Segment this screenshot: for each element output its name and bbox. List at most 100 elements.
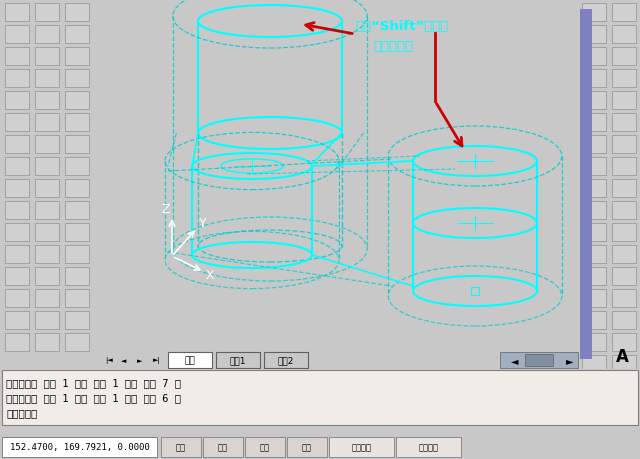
Bar: [35, 157, 59, 176]
Bar: [5, 311, 29, 329]
Text: 模型: 模型: [184, 356, 195, 365]
Bar: [35, 4, 59, 22]
Bar: [612, 202, 636, 219]
Bar: [582, 70, 606, 88]
Bar: [65, 48, 89, 66]
Bar: [329, 437, 394, 457]
Bar: [65, 333, 89, 351]
Text: A: A: [616, 347, 628, 365]
Bar: [35, 136, 59, 154]
Bar: [582, 289, 606, 308]
Bar: [582, 136, 606, 154]
Bar: [612, 114, 636, 132]
Text: 布局2: 布局2: [278, 356, 294, 365]
Bar: [612, 70, 636, 88]
Text: 布局1: 布局1: [230, 356, 246, 365]
Text: 选择对象： 找到 1 个， 删除 1 个， 总计 7 个: 选择对象： 找到 1 个， 删除 1 个， 总计 7 个: [6, 377, 181, 387]
Bar: [65, 246, 89, 263]
Bar: [612, 48, 636, 66]
Bar: [0, 436, 640, 458]
Bar: [5, 157, 29, 176]
Bar: [65, 70, 89, 88]
Bar: [582, 157, 606, 176]
Text: Z: Z: [162, 202, 170, 216]
Bar: [35, 70, 59, 88]
Bar: [5, 246, 29, 263]
Bar: [612, 4, 636, 22]
Bar: [582, 333, 606, 351]
Bar: [5, 224, 29, 241]
Bar: [5, 4, 29, 22]
Bar: [582, 48, 606, 66]
Text: 捕捉: 捕捉: [176, 442, 186, 452]
Bar: [65, 4, 89, 22]
Bar: [2, 370, 638, 425]
Text: 选择对象： 找到 1 个， 删除 1 个， 总计 6 个: 选择对象： 找到 1 个， 删除 1 个， 总计 6 个: [6, 392, 181, 402]
Bar: [612, 246, 636, 263]
Bar: [161, 437, 201, 457]
Text: 对象追踪: 对象追踪: [419, 442, 438, 452]
Bar: [35, 246, 59, 263]
Bar: [65, 268, 89, 285]
Bar: [65, 224, 89, 241]
Bar: [245, 437, 285, 457]
Bar: [582, 26, 606, 44]
Bar: [612, 355, 636, 373]
Bar: [582, 92, 606, 110]
Bar: [65, 311, 89, 329]
Text: 极轴: 极轴: [302, 442, 312, 452]
Bar: [5, 26, 29, 44]
Bar: [5, 289, 29, 308]
Bar: [612, 136, 636, 154]
Bar: [35, 26, 59, 44]
Bar: [5, 70, 29, 88]
Text: X: X: [206, 269, 214, 281]
Bar: [203, 437, 243, 457]
Bar: [612, 333, 636, 351]
Text: ◄: ◄: [121, 357, 126, 363]
Text: ►: ►: [137, 357, 142, 363]
Bar: [582, 202, 606, 219]
Bar: [612, 157, 636, 176]
Bar: [35, 268, 59, 285]
Bar: [396, 437, 461, 457]
Text: 对象捕捉: 对象捕捉: [351, 442, 371, 452]
Bar: [35, 48, 59, 66]
Bar: [65, 136, 89, 154]
Text: 152.4700, 169.7921, 0.0000: 152.4700, 169.7921, 0.0000: [10, 442, 149, 452]
Bar: [65, 179, 89, 197]
Bar: [35, 202, 59, 219]
Bar: [5, 333, 29, 351]
Bar: [35, 311, 59, 329]
Bar: [35, 224, 59, 241]
Bar: [582, 114, 606, 132]
Bar: [500, 352, 578, 368]
Bar: [612, 26, 636, 44]
Bar: [35, 289, 59, 308]
Bar: [471, 287, 479, 295]
Bar: [216, 352, 260, 368]
Bar: [264, 352, 308, 368]
Bar: [582, 246, 606, 263]
Bar: [612, 92, 636, 110]
Bar: [35, 179, 59, 197]
Text: 就退出选择: 就退出选择: [373, 39, 413, 52]
Bar: [5, 179, 29, 197]
Bar: [65, 289, 89, 308]
Bar: [582, 355, 606, 373]
Bar: [582, 311, 606, 329]
Bar: [2, 437, 157, 457]
Bar: [65, 114, 89, 132]
Bar: [612, 268, 636, 285]
Text: |◄: |◄: [105, 357, 113, 364]
Bar: [5, 92, 29, 110]
Text: 正交: 正交: [260, 442, 270, 452]
Bar: [65, 202, 89, 219]
Text: ►: ►: [566, 355, 573, 365]
Bar: [5, 202, 29, 219]
Bar: [612, 224, 636, 241]
Bar: [35, 92, 59, 110]
Bar: [65, 157, 89, 176]
Bar: [287, 437, 327, 457]
Text: ◄: ◄: [511, 355, 519, 365]
